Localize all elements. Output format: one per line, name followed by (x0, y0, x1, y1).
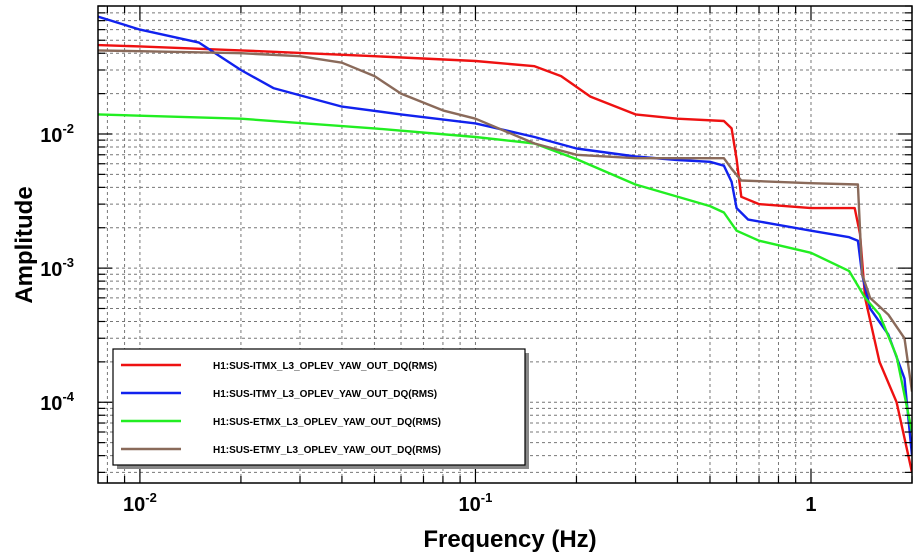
x-tick-label: 10-1 (459, 490, 493, 516)
y-axis-title: Amplitude (11, 186, 38, 303)
series-layer (98, 15, 912, 473)
legend-label: H1:SUS-ITMX_L3_OPLEV_YAW_OUT_DQ(RMS) (213, 361, 437, 372)
x-tick-label: 10-2 (123, 490, 157, 516)
x-tick-label: 1 (805, 494, 816, 516)
legend: H1:SUS-ITMX_L3_OPLEV_YAW_OUT_DQ(RMS) H1:S… (112, 348, 529, 469)
tick-marks (98, 5, 913, 483)
legend-label: H1:SUS-ETMX_L3_OPLEV_YAW_OUT_DQ(RMS) (213, 417, 441, 428)
x-tick-labels: 10-2 10-1 1 (123, 490, 817, 516)
legend-label: H1:SUS-ETMY_L3_OPLEV_YAW_OUT_DQ(RMS) (213, 445, 441, 456)
legend-label: H1:SUS-ITMY_L3_OPLEV_YAW_OUT_DQ(RMS) (213, 389, 437, 400)
y-tick-label: 10-4 (40, 389, 75, 415)
plot-frame (97, 5, 913, 484)
y-tick-label: 10-2 (40, 121, 74, 147)
series-line-3 (98, 113, 912, 433)
x-axis-title: Frequency (Hz) (423, 526, 596, 553)
y-tick-labels: 10-2 10-3 10-4 (40, 121, 75, 415)
legend-box (112, 348, 526, 466)
y-tick-label: 10-3 (40, 255, 74, 281)
series-line-4 (98, 49, 912, 392)
